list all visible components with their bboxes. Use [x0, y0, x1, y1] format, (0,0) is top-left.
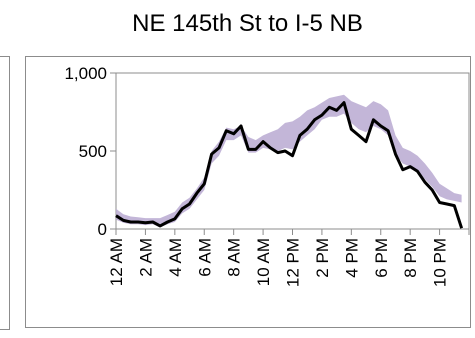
x-tick-label: 4 AM — [166, 238, 185, 277]
x-tick-label: 10 AM — [254, 238, 273, 286]
chart-title: NE 145th St to I-5 NB — [132, 10, 363, 37]
x-tick-label: 2 PM — [313, 238, 332, 278]
series-line — [115, 101, 464, 229]
x-tick-label: 6 PM — [372, 238, 391, 278]
x-tick-label: 2 AM — [136, 238, 155, 277]
series-line-group — [115, 101, 464, 229]
x-tick-label: 8 AM — [225, 238, 244, 277]
x-axis-ticks: 12 AM 2 AM 4 AM 6 AM 8 AM 10 AM 12 PM 2 PM 4 PM 6… — [107, 229, 470, 287]
x-tick-label: 12 PM — [284, 238, 303, 287]
y-axis-ticks: 0 500 1,000 — [64, 64, 116, 239]
x-tick-label: 10 PM — [431, 238, 450, 287]
x-tick-label: 12 AM — [107, 238, 126, 286]
x-tick-label: 8 PM — [401, 238, 420, 278]
range-band-group — [116, 94, 462, 228]
y-tick-label: 500 — [79, 142, 107, 161]
range-band — [116, 94, 462, 228]
plot-area: 0 500 1,000 12 AM 2 AM 4 AM 6 AM 8 AM 10 AM 12 P… — [64, 64, 470, 287]
plot-border — [115, 72, 470, 230]
y-tick-label: 1,000 — [64, 64, 107, 83]
adjacent-chart-panel-edge — [0, 56, 10, 330]
y-tick-label: 0 — [98, 220, 107, 239]
x-tick-label: 4 PM — [342, 238, 361, 278]
chart-panel: 0 500 1,000 12 AM 2 AM 4 AM 6 AM 8 AM 10 AM 12 P… — [25, 56, 471, 328]
x-tick-label: 6 AM — [195, 238, 214, 277]
plot-frame-group — [115, 72, 470, 230]
